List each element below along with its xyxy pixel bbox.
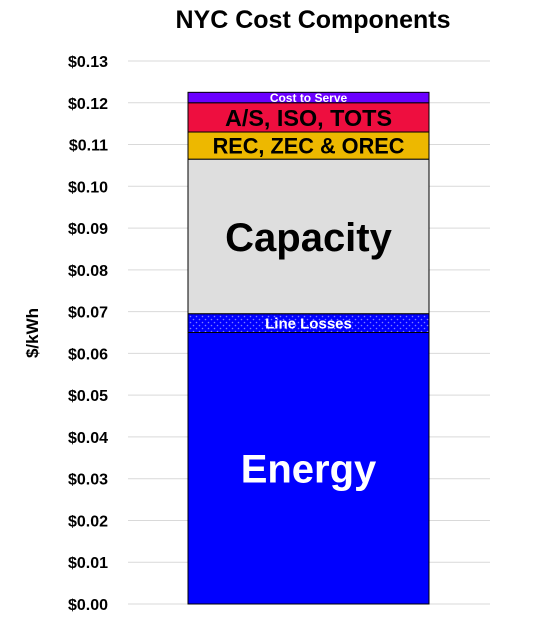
chart-title: NYC Cost Components	[176, 6, 451, 34]
y-tick-label: $0.06	[68, 346, 108, 363]
y-tick-label: $0.08	[68, 263, 108, 280]
y-tick-label: $0.05	[68, 388, 108, 405]
y-tick-label: $0.13	[68, 54, 108, 71]
y-tick-label: $0.03	[68, 472, 108, 489]
y-tick-label: $0.07	[68, 305, 108, 322]
y-tick-label: $0.12	[68, 96, 108, 113]
segment-label-capacity: Capacity	[225, 216, 392, 260]
bar-segment-energy	[187, 332, 430, 605]
y-tick-label: $0.00	[68, 597, 108, 614]
segment-label-rec-zec-orec: REC, ZEC & OREC	[213, 133, 405, 158]
y-tick-label: $0.01	[68, 555, 108, 572]
segment-labels: Energy Line Losses Capacity REC, ZEC & OREC…	[213, 91, 405, 492]
y-tick-label: $0.02	[68, 513, 108, 530]
segment-label-cost-to-serve: Cost to Serve	[270, 91, 348, 105]
y-tick-label: $0.09	[68, 221, 108, 238]
y-tick-label: $0.10	[68, 179, 108, 196]
segment-label-energy: Energy	[241, 448, 377, 492]
y-tick-label: $0.04	[68, 430, 108, 447]
segment-label-a-s-iso-tots: A/S, ISO, TOTS	[225, 105, 392, 131]
y-tick-label: $0.11	[69, 138, 108, 155]
stacked-bar	[187, 91, 430, 605]
y-axis-label: $/kWh	[23, 308, 42, 358]
y-tick-labels: $0.00 $0.01 $0.02 $0.03 $0.04 $0.05 $0.06 $0.07…	[68, 54, 108, 614]
bar-segment-capacity	[187, 158, 430, 315]
bar-segment-rec-zec-orec	[187, 131, 430, 160]
bar-segment-cost-to-serve	[187, 91, 430, 104]
bar-segment-a-s-iso-tots	[187, 102, 430, 133]
segment-label-line-losses: Line Losses	[265, 316, 352, 333]
